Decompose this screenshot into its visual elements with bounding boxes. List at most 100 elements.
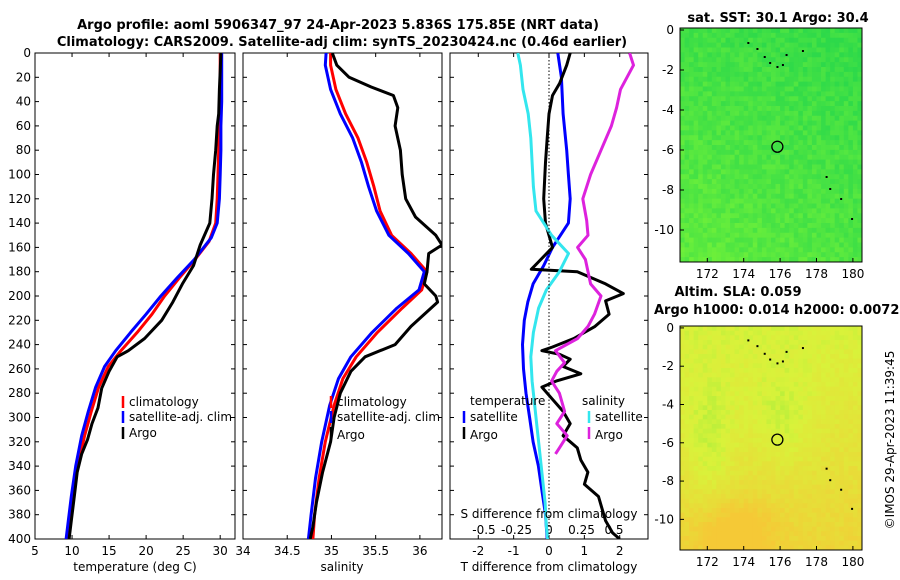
map-cell [802,188,808,195]
map-cell [780,208,786,214]
map-cell [698,340,704,346]
map-cell [848,57,854,63]
map-cell [784,71,790,78]
map-cell [707,71,713,78]
map-cell [807,438,813,444]
map-cell [698,410,704,416]
map-cell [711,91,717,97]
map-cell [684,470,690,476]
map-cell [771,81,776,87]
series-s-satellite [516,53,570,539]
map-cell [771,503,776,509]
map-cell [739,410,745,416]
map-cell [830,419,836,425]
map-cell [793,480,799,486]
map-cell [693,368,699,374]
island-marker [776,362,779,365]
map-cell [766,522,772,528]
map-cell [834,257,840,262]
map-cell [730,140,735,146]
map-cell [830,442,836,448]
map-cell [702,179,708,185]
map-cell [752,135,758,141]
map-cell [752,330,758,336]
map-cell [734,174,740,180]
map-cell [752,494,758,500]
map-cell [752,106,758,112]
map-cell [698,442,704,448]
map-cell [680,120,685,126]
map-cell [725,198,731,204]
map-cell [693,86,699,92]
map-cell [707,433,713,439]
map-cell [775,28,781,34]
map-cell [711,536,717,542]
map-cell [798,223,804,229]
map-cell [830,489,836,495]
map-cell [793,140,799,146]
map-cell [775,382,781,388]
map-cell [784,223,790,229]
map-cell [839,149,845,156]
map-cell [730,52,735,58]
map-cell [843,414,849,420]
map-cell [843,377,849,383]
map-cell [693,159,699,165]
map-cell [734,208,740,214]
map-cell [825,86,831,92]
map-cell [802,149,808,156]
map-cell [734,237,740,243]
map-cell [793,188,799,195]
map-cell [825,52,831,58]
map-cell [702,522,708,528]
map-cell [730,494,735,500]
map-cell [825,237,831,243]
map-cell [693,42,699,48]
map-cell [743,145,749,151]
map-cell [734,461,740,467]
ytick-label: 60 [16,119,31,133]
map-cell [793,470,799,476]
map-cell [830,503,836,509]
map-cell [725,96,731,102]
map-cell [707,223,713,229]
map-cell [839,531,845,537]
map-cell [734,503,740,509]
map-cell [693,456,699,462]
map-cell [821,414,826,420]
map-cell [761,81,767,87]
map-cell [702,169,708,175]
map-cell [811,52,817,58]
map-cell [730,466,735,472]
map-cell [702,91,708,97]
map-cell [811,42,817,48]
map-cell [816,57,822,63]
map-cell [730,475,735,481]
map-cell [857,237,862,243]
map-cell [830,526,836,532]
map-cell [730,410,735,416]
map-cell [839,198,845,204]
map-cell [811,125,817,131]
map-cell [716,149,722,156]
map-cell [843,349,849,355]
map-cell [839,218,845,224]
map-cell [857,174,862,180]
map-cell [830,344,836,350]
map-cell [839,179,845,185]
map-cell [680,414,685,420]
map-cell [811,96,817,102]
map-cell [830,433,836,439]
xtick-label: -2 [472,544,484,558]
map-cell [711,442,717,448]
map-xtick-label: 176 [769,267,792,281]
map-cell [680,344,685,350]
map-cell [720,377,726,383]
map-cell [839,330,845,336]
map-cell [739,424,745,430]
map-cell [816,368,822,374]
map-cell [743,466,749,472]
map-cell [707,120,713,126]
map-cell [816,247,822,253]
map-cell [848,400,854,406]
